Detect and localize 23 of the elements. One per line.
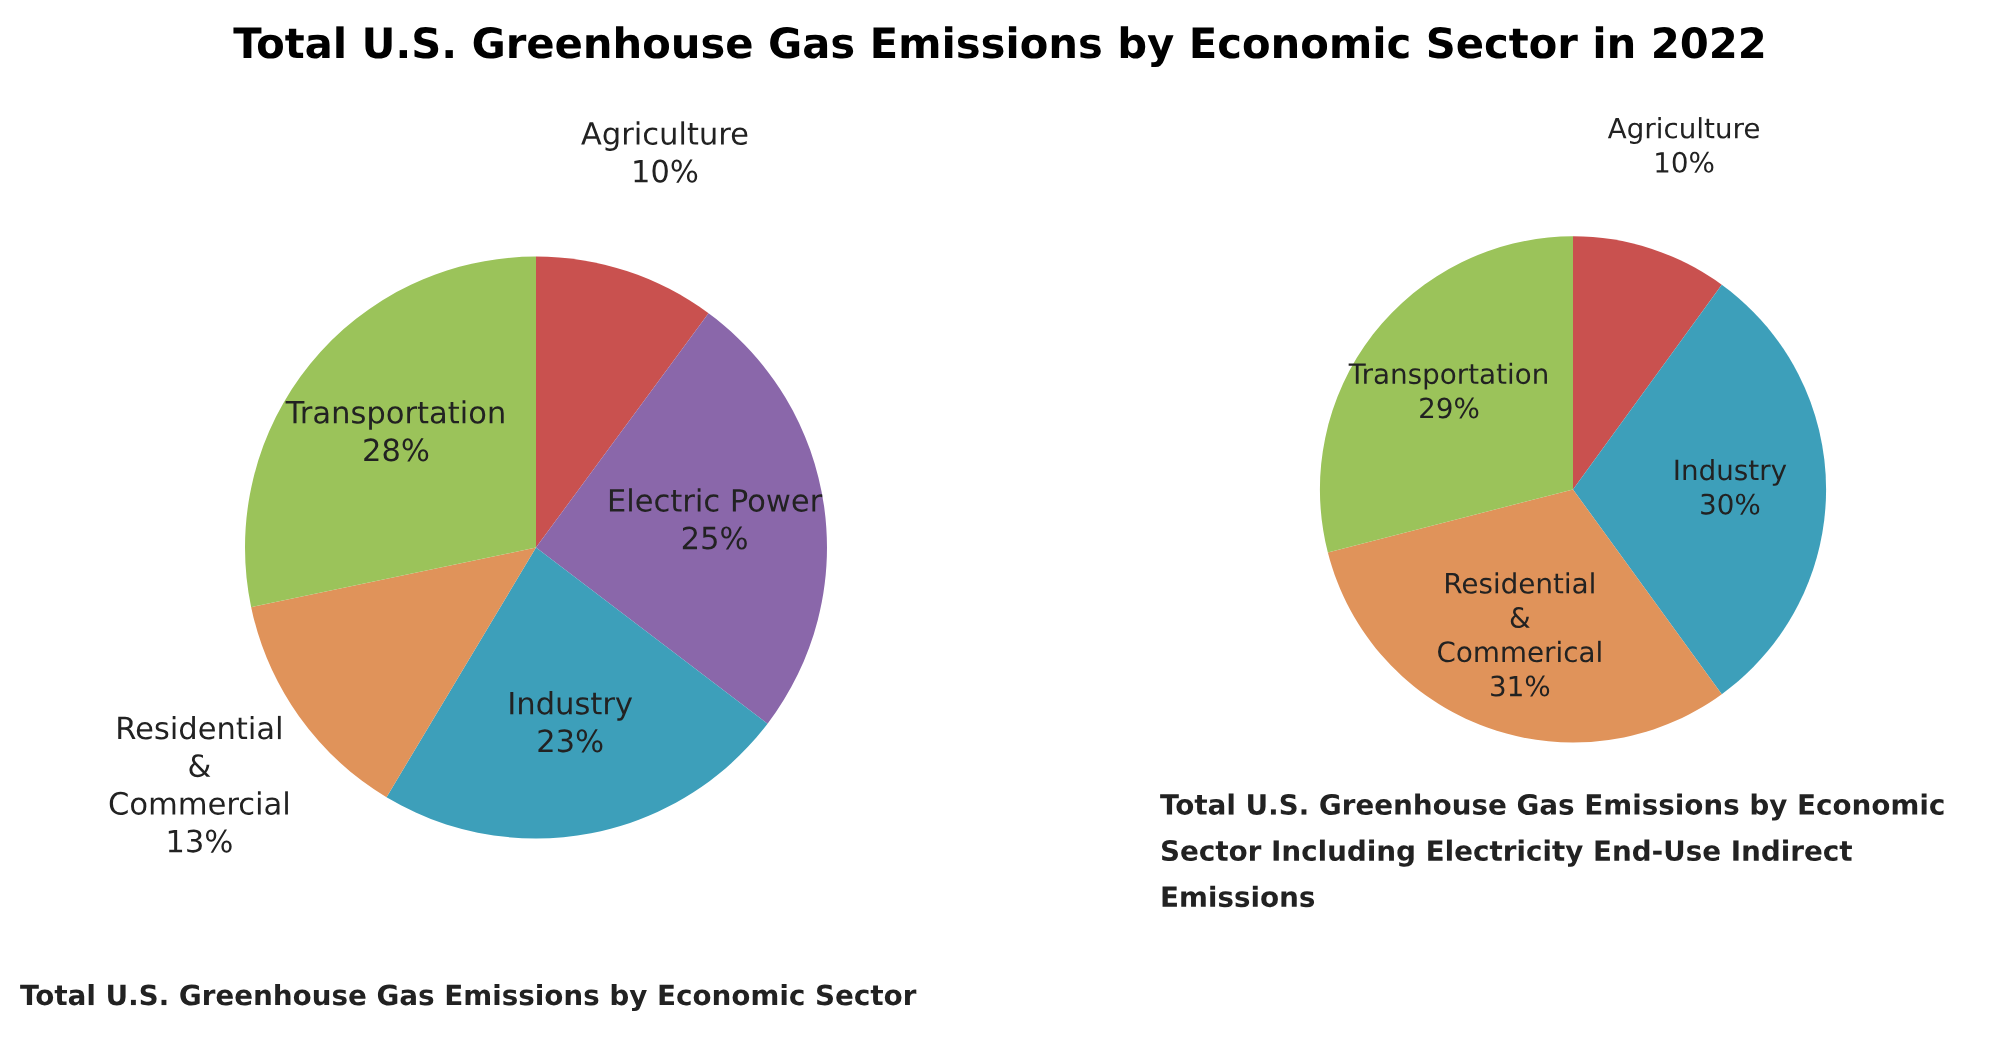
data-label: 30% bbox=[1701, 493, 1760, 515]
pie-slice bbox=[245, 256, 536, 608]
text: Total U.S. Greenhouse Gas Emissions by Economic Sector in 2022 bbox=[233, 26, 1764, 67]
slice-label: Transportation bbox=[285, 400, 504, 430]
text: Total U.S. Greenhouse Gas Emissions by Economic Sector bbox=[20, 983, 917, 1012]
data-label: 31% bbox=[1491, 675, 1550, 697]
data-label: 25% bbox=[682, 526, 747, 550]
slice-label: Agriculture bbox=[1607, 117, 1759, 144]
slice-label: Residential & Commerical bbox=[1438, 572, 1601, 663]
data-label: 23% bbox=[538, 729, 603, 753]
pie-slice bbox=[1319, 236, 1573, 553]
data-label: 10% bbox=[634, 159, 698, 183]
slice-label: Industry bbox=[510, 691, 633, 721]
data-label: 13% bbox=[168, 829, 232, 853]
data-label: 10% bbox=[1656, 151, 1714, 173]
slice-label: Electric Power bbox=[609, 488, 823, 512]
slice-label: Residential & Commercial bbox=[109, 715, 288, 815]
data-label: 29% bbox=[1420, 397, 1479, 419]
text: Total U.S. Greenhouse Gas Emissions by Economic Sector Including Electricity End-Use Indirect Emissions bbox=[1160, 793, 1944, 908]
slice-label: Agriculture bbox=[581, 121, 748, 151]
slice-label: Industry bbox=[1675, 458, 1787, 486]
data-label: 28% bbox=[364, 438, 429, 462]
slice-label: Transportation bbox=[1348, 362, 1547, 390]
